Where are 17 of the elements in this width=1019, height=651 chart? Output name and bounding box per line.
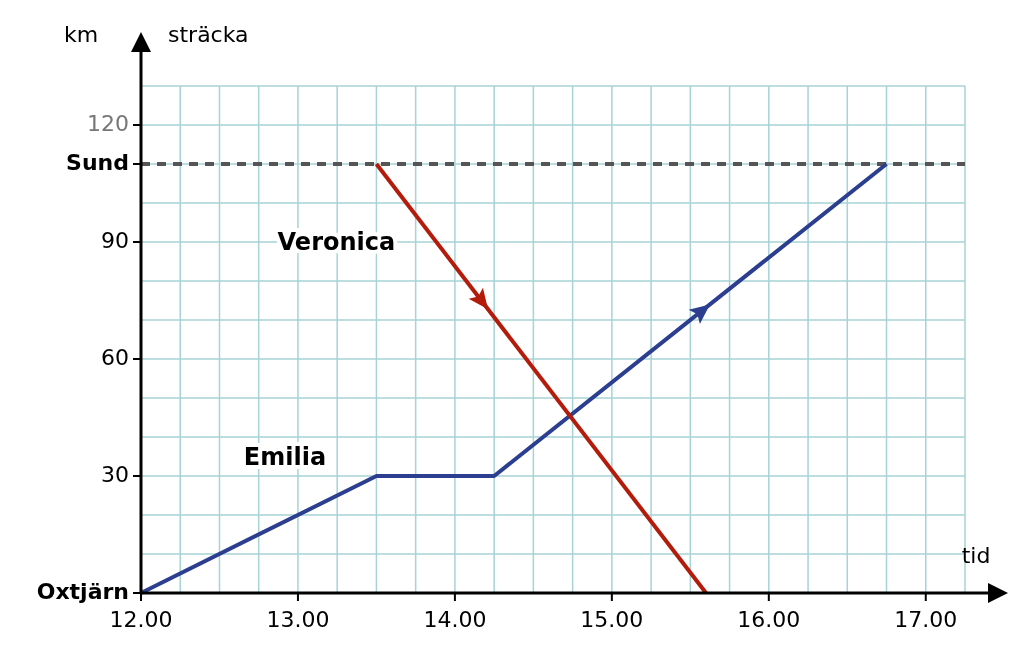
y-tick-label: 60 [101,345,129,370]
series-label: Veronica [277,228,396,256]
y-tick-label: 120 [87,111,129,136]
series-label: Emilia [243,443,327,471]
x-tick-label: 16.00 [737,607,801,632]
text: sträcka [168,22,249,47]
x-axis-title: tid [961,543,991,568]
x-tick-label: 17.00 [894,607,958,632]
x-tick-label: 15.00 [580,607,644,632]
y-axis-title: km [63,22,99,47]
y-tick-label: 30 [101,462,129,487]
y-tick-label: Sund [66,150,129,175]
x-tick-label: 14.00 [423,607,487,632]
y-tick-label: Oxtjärn [36,579,129,604]
x-tick-label: 13.00 [266,607,330,632]
x-tick-label: 12.00 [109,607,173,632]
y-tick-label: 90 [101,228,129,253]
